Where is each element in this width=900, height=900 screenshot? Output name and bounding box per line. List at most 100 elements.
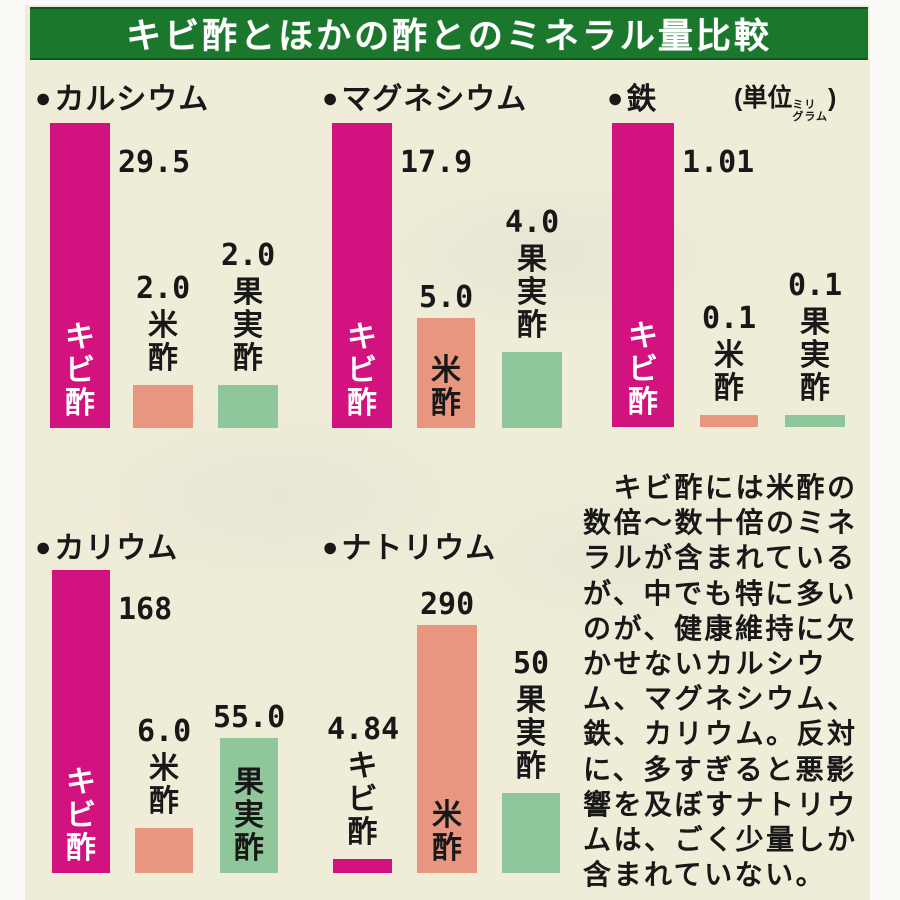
bar-calcium-キビ酢 xyxy=(50,123,110,428)
bar-iron-米酢 xyxy=(700,415,758,427)
series-label-char: ビ xyxy=(66,799,96,832)
series-label-char: 酢 xyxy=(66,832,96,865)
note-line: ムは、ごく少量しか xyxy=(583,824,858,856)
series-label-char: 酢 xyxy=(432,832,462,865)
bar-iron-キビ酢 xyxy=(612,123,674,427)
series-label-char: 酢 xyxy=(714,372,744,405)
bullet-icon: ● xyxy=(607,83,625,113)
series-label-calcium-2: 果実酢 xyxy=(218,276,278,375)
series-label-char: ビ xyxy=(347,354,377,387)
series-label-char: 酢 xyxy=(517,309,547,342)
value-label-sodium-1: 290 xyxy=(420,587,475,622)
chart-title-calcium: ●カルシウム xyxy=(35,74,209,118)
note-text: キビ酢には米酢の 数倍～数十倍のミネ ラルが含まれている が、中でも特に多い のが、健康… xyxy=(583,470,883,892)
bar-magnesium-米酢 xyxy=(417,318,475,428)
series-label-char: キ xyxy=(347,750,378,783)
series-label-char: ビ xyxy=(347,783,378,816)
series-label-char: 果 xyxy=(234,766,264,799)
value-label-sodium-2: 50 xyxy=(513,646,550,681)
series-label-char: キ xyxy=(66,766,96,799)
bar-sodium-米酢 xyxy=(417,625,477,873)
series-label-char: 酢 xyxy=(347,387,377,420)
value-label-sodium-0: 4.84 xyxy=(327,712,400,747)
note-line: 数倍～数十倍のミネ xyxy=(583,507,858,539)
series-label-char: 米 xyxy=(431,354,461,387)
value-label-calcium-1: 2.0 xyxy=(136,271,191,306)
bar-iron-果実酢 xyxy=(785,415,845,427)
series-label-char: 酢 xyxy=(65,387,95,420)
bullet-icon: ● xyxy=(322,83,340,113)
value-label-calcium-2: 2.0 xyxy=(221,238,276,273)
series-label-sodium-1: 米酢 xyxy=(417,799,477,865)
series-label-magnesium-0: キビ酢 xyxy=(332,321,392,420)
bar-potassium-米酢 xyxy=(135,828,193,873)
value-label-iron-0: 1.01 xyxy=(682,145,755,180)
series-label-calcium-1: 米酢 xyxy=(133,309,193,375)
series-label-char: 実 xyxy=(233,309,263,342)
series-label-char: 果 xyxy=(233,276,263,309)
note-line: 含まれていない。 xyxy=(583,859,827,891)
note-line: 響を及ぼすナトリウ xyxy=(583,788,858,820)
series-label-iron-1: 米酢 xyxy=(700,339,758,405)
bar-magnesium-キビ酢 xyxy=(332,123,392,428)
value-label-calcium-0: 29.5 xyxy=(118,145,191,180)
series-label-char: 酢 xyxy=(516,750,546,783)
bar-potassium-果実酢 xyxy=(220,738,278,873)
series-label-char: キ xyxy=(65,321,95,354)
series-label-char: 実 xyxy=(234,799,264,832)
page-title: キビ酢とほかの酢とのミネラル量比較 xyxy=(126,17,772,56)
series-label-potassium-1: 米酢 xyxy=(135,752,193,818)
series-label-char: 実 xyxy=(516,717,546,750)
bar-magnesium-果実酢 xyxy=(502,352,562,428)
series-label-char: 酢 xyxy=(628,386,658,419)
paper-background xyxy=(25,5,870,900)
value-label-iron-2: 0.1 xyxy=(788,268,843,303)
chart-title-text: 鉄 xyxy=(626,83,658,116)
note-line: 鉄、カリウム。反対 xyxy=(583,718,858,750)
series-label-calcium-0: キビ酢 xyxy=(50,321,110,420)
bullet-icon: ● xyxy=(35,83,53,113)
series-label-char: ビ xyxy=(65,354,95,387)
series-label-sodium-0: キビ酢 xyxy=(333,750,392,849)
series-label-char: 実 xyxy=(517,276,547,309)
note-line: のが、健康維持に欠 xyxy=(583,612,857,644)
series-label-char: 実 xyxy=(800,339,830,372)
chart-title-potassium: ●カリウム xyxy=(35,523,178,567)
series-label-char: ビ xyxy=(628,353,658,386)
series-label-char: キ xyxy=(628,320,658,353)
chart-title-text: ナトリウム xyxy=(341,532,497,565)
note-line: キビ酢には米酢の xyxy=(583,472,858,503)
bar-sodium-果実酢 xyxy=(502,793,560,873)
series-label-char: 果 xyxy=(516,684,546,717)
value-label-magnesium-2: 4.0 xyxy=(505,205,560,240)
series-label-iron-2: 果実酢 xyxy=(785,306,845,405)
unit-milli: ミリ xyxy=(792,99,817,111)
note-line: かせないカルシウ xyxy=(583,648,828,680)
unit-prefix: (単位 xyxy=(734,84,793,112)
value-label-potassium-0: 168 xyxy=(118,592,173,627)
bullet-icon: ● xyxy=(322,532,340,562)
note-line: に、多すぎると悪影 xyxy=(583,753,857,785)
unit-suffix: ) xyxy=(828,84,837,112)
series-label-char: 酢 xyxy=(149,785,179,818)
value-label-iron-1: 0.1 xyxy=(702,301,757,336)
series-label-char: 米 xyxy=(432,799,462,832)
series-label-char: 酢 xyxy=(233,342,263,375)
chart-title-iron: ●鉄 xyxy=(607,74,657,118)
value-label-magnesium-0: 17.9 xyxy=(400,145,473,180)
series-label-char: 米 xyxy=(148,309,178,342)
series-label-sodium-2: 果実酢 xyxy=(502,684,560,783)
note-line: ラルが含まれている xyxy=(583,542,857,574)
series-label-char: 酢 xyxy=(234,832,264,865)
bar-calcium-米酢 xyxy=(133,385,193,428)
note-line: が、中でも特に多い xyxy=(583,577,857,609)
series-label-iron-0: キビ酢 xyxy=(612,320,674,419)
chart-title-magnesium: ●マグネシウム xyxy=(322,74,527,118)
value-label-potassium-2: 55.0 xyxy=(213,700,286,735)
value-label-magnesium-1: 5.0 xyxy=(419,280,474,315)
title-banner: キビ酢とほかの酢とのミネラル量比較 xyxy=(30,7,868,60)
bar-sodium-キビ酢 xyxy=(333,859,392,873)
series-label-magnesium-1: 米酢 xyxy=(417,354,475,420)
note-line: ム、マグネシウム、 xyxy=(583,683,858,715)
